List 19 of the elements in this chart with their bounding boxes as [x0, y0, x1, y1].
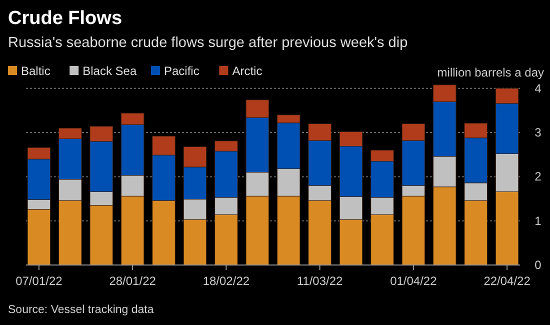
- chart-subtitle: Russia's seaborne crude flows surge after previous week's dip: [8, 35, 408, 51]
- x-tick-label: 18/02/22: [202, 274, 250, 288]
- chart-title: Crude Flows: [8, 8, 122, 29]
- y-tick-label: 1: [534, 214, 542, 228]
- legend-label: Pacific: [164, 64, 200, 78]
- y-tick-label: 3: [534, 126, 542, 140]
- x-tick-label: 01/04/22: [390, 274, 438, 288]
- x-tick-label: 11/03/22: [296, 274, 344, 288]
- y-tick-label: 4: [534, 81, 542, 96]
- legend-label: Baltic: [21, 64, 50, 78]
- legend-label: Black Sea: [82, 64, 137, 78]
- y-axis-title: million barrels a day: [437, 65, 544, 80]
- source-note: Source: Vessel tracking data: [8, 304, 154, 316]
- x-tick-label: 28/01/22: [109, 274, 156, 288]
- x-tick-label: 22/04/22: [484, 274, 531, 288]
- x-tick-label: 07/01/22: [16, 274, 63, 288]
- y-tick-label: 2: [534, 170, 542, 184]
- y-tick-label: 0: [534, 258, 542, 272]
- legend-label: Arctic: [232, 64, 262, 78]
